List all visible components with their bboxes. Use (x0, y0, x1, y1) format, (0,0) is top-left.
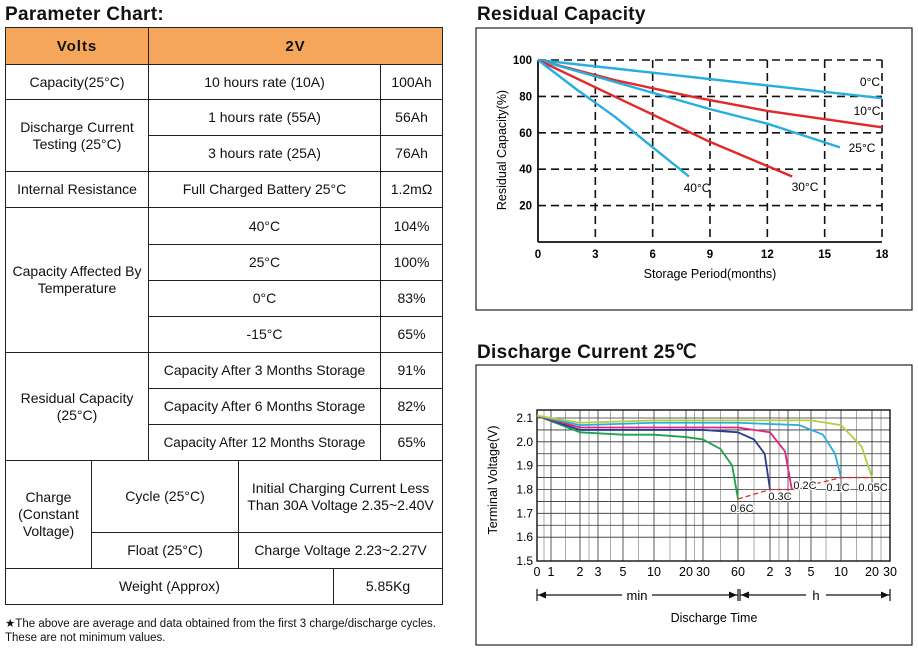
series-line (537, 58, 883, 100)
series-label: 0.2C (793, 480, 816, 492)
x-tick-label: 60 (731, 565, 745, 579)
parameter-chart-title: Parameter Chart: (5, 4, 164, 25)
y-tick-label: 2.0 (516, 435, 533, 449)
residual-chart-title: Residual Capacity (477, 4, 646, 25)
series-label: 40°C (684, 181, 711, 195)
y-tick-label: 40 (519, 164, 532, 176)
residual-row-v: 91% (379, 352, 444, 389)
x-tick-label: 2 (577, 565, 584, 579)
y-tick-label: 1.5 (516, 554, 533, 568)
series-line (536, 414, 771, 490)
bracket-arrowhead (729, 591, 737, 599)
bracket-arrowhead (538, 591, 546, 599)
x-axis-label: Discharge Time (671, 611, 758, 625)
x-tick-label: 18 (876, 249, 889, 261)
float-label: Float (25°C) (91, 532, 239, 569)
y-tick-label: 20 (519, 201, 532, 213)
parameter-table: Volts 2V Capacity(25°C) 10 hours rate (1… (5, 27, 444, 605)
series-line (536, 414, 739, 500)
x-tick-label: 1 (548, 565, 555, 579)
x-tick-label: 6 (649, 249, 655, 261)
resistance-desc: Full Charged Battery 25°C (148, 171, 381, 208)
y-tick-label: 60 (519, 128, 532, 140)
residual-row-v: 65% (379, 424, 444, 461)
series-label: 0.1C (826, 482, 849, 494)
chart-frame (475, 364, 913, 646)
series-line (537, 58, 793, 178)
x-tick-label: 20 (865, 565, 879, 579)
series-line (537, 58, 841, 149)
x-tick-label: 15 (818, 249, 831, 261)
y-tick-label: 1.8 (516, 483, 533, 497)
series-line (537, 59, 690, 178)
temp-row-v: 83% (379, 280, 444, 317)
series-label: 10°C (854, 104, 881, 118)
x-tick-label: 10 (834, 565, 848, 579)
x-tick-label: 3 (595, 565, 602, 579)
x-tick-label: 5 (620, 565, 627, 579)
y-tick-label: 2.1 (516, 411, 533, 425)
plot-area (536, 409, 891, 562)
series-label: 0°C (860, 75, 880, 89)
x-axis-label: Storage Period(months) (644, 267, 777, 281)
series-line (536, 414, 793, 490)
x-tick-label: 9 (707, 249, 713, 261)
resistance-value: 1.2mΩ (379, 171, 444, 208)
series-label: 0.6C (730, 503, 753, 515)
series-label: 0.3C (768, 491, 791, 503)
series-label: 30°C (792, 180, 819, 194)
discharge-rate-2: 3 hours rate (25A) (148, 135, 381, 172)
y-axis-label: Residual Capacity(%) (495, 90, 509, 210)
temp-row-v: 100% (379, 244, 444, 281)
bracket-arrowhead (741, 591, 749, 599)
x-tick-label: 0 (535, 249, 541, 261)
temp-label: Capacity Affected By Temperature (5, 207, 149, 353)
x-tick-label: 2 (767, 565, 774, 579)
series-line (536, 414, 873, 478)
residual-row-t: Capacity After 3 Months Storage (148, 352, 381, 389)
series-line (536, 414, 842, 478)
temp-row-v: 104% (379, 207, 444, 245)
y-tick-label: 1.9 (516, 459, 533, 473)
temp-row-t: 25°C (148, 244, 381, 281)
footnote: ★The above are average and data obtained… (5, 618, 436, 644)
weight-value: 5.85Kg (332, 568, 444, 605)
x-tick-label: 0 (534, 565, 541, 579)
y-axis-label: Terminal Voltage(V) (486, 425, 500, 534)
y-tick-label: 80 (519, 91, 532, 103)
discharge-chart-title: Discharge Current 25℃ (477, 342, 697, 363)
capacity-label: Capacity(25°C) (5, 64, 149, 100)
float-text: Charge Voltage 2.23~2.27V (237, 532, 444, 569)
bracket-arrowhead (881, 591, 889, 599)
x-tick-label: 5 (808, 565, 815, 579)
weight-label: Weight (Approx) (5, 568, 334, 605)
capacity-rate: 10 hours rate (10A) (148, 64, 381, 100)
x-tick-label: 30 (696, 565, 710, 579)
x-tick-label: 12 (761, 249, 774, 261)
residual-row-v: 82% (379, 388, 444, 425)
y-tick-label: 1.7 (516, 506, 533, 520)
temp-row-t: 40°C (148, 207, 381, 245)
cycle-text: Initial Charging Current Less Than 30A V… (237, 460, 444, 533)
discharge-rate-1: 1 hours rate (55A) (148, 99, 381, 136)
chart-frame (475, 27, 913, 311)
cutoff-line (737, 476, 872, 500)
x-tick-label: 20 (679, 565, 693, 579)
series-label: 25°C (849, 141, 876, 155)
residual-row-t: Capacity After 6 Months Storage (148, 388, 381, 425)
min-unit-label: min (627, 588, 648, 603)
x-tick-label: 3 (785, 565, 792, 579)
x-tick-label: 3 (592, 249, 598, 261)
x-tick-label: 30 (883, 565, 897, 579)
x-tick-label: 10 (647, 565, 661, 579)
series-label: 0.05C (858, 482, 887, 494)
y-tick-label: 1.6 (516, 530, 533, 544)
discharge-label: Discharge Current Testing (25°C) (5, 99, 149, 172)
y-tick-label: 100 (513, 55, 532, 67)
hour-unit-label: h (812, 588, 819, 603)
voltage-header: 2V (147, 27, 444, 65)
